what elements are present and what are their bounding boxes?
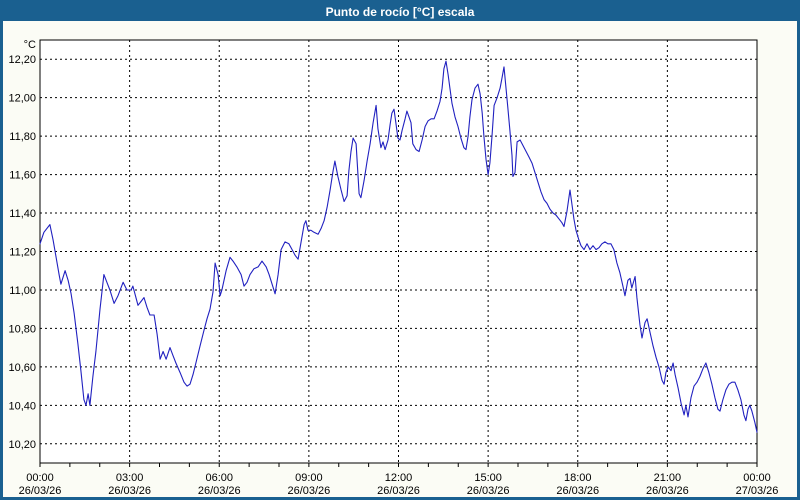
y-tick-label: 10,40 — [8, 400, 36, 412]
x-tick-time-label: 12:00 — [385, 472, 413, 484]
dewpoint-line-chart: °C 12,20 12,00 11,80 11,60 11,40 11,20 11,00 10,… — [8, 39, 779, 497]
x-tick-time-label: 18:00 — [564, 472, 592, 484]
x-tick-time-label: 06:00 — [205, 472, 233, 484]
x-tick-date-label: 27/03/26 — [736, 485, 779, 497]
x-tick-time-label: 00:00 — [26, 472, 54, 484]
y-tick-label: 10,60 — [8, 362, 36, 374]
window-title: Punto de rocío [°C] escala — [325, 5, 475, 19]
x-tick-time-label: 21:00 — [654, 472, 682, 484]
chart-area: °C 12,20 12,00 11,80 11,60 11,40 11,20 11,00 10,… — [3, 21, 797, 497]
y-tick-label: 11,40 — [9, 208, 36, 220]
x-tick-date-label: 26/03/26 — [108, 485, 151, 497]
x-tick-time-label: 09:00 — [295, 472, 323, 484]
x-tick-time-label: 15:00 — [474, 472, 502, 484]
y-tick-label: 11,20 — [9, 247, 36, 259]
x-tick-date-label: 26/03/26 — [287, 485, 330, 497]
y-tick-label: 10,20 — [8, 439, 36, 451]
y-tick-label: 11,80 — [9, 131, 36, 143]
x-tick-date-label: 26/03/26 — [467, 485, 510, 497]
x-tick-date-label: 26/03/26 — [19, 485, 62, 497]
y-tick-label: 10,80 — [8, 323, 36, 335]
x-tick-time-label: 00:00 — [743, 472, 771, 484]
x-tick-time-label: 03:00 — [116, 472, 144, 484]
x-tick-date-label: 26/03/26 — [556, 485, 599, 497]
title-bar[interactable]: Punto de rocío [°C] escala — [3, 3, 797, 21]
y-tick-label: 11,60 — [9, 170, 36, 182]
y-tick-label: 12,20 — [8, 54, 36, 66]
x-tick-date-label: 26/03/26 — [377, 485, 420, 497]
y-axis-unit-label: °C — [24, 39, 36, 51]
y-tick-label: 12,00 — [8, 93, 36, 105]
x-tick-date-label: 26/03/26 — [646, 485, 689, 497]
y-tick-label: 11,00 — [9, 285, 36, 297]
series-line — [39, 60, 758, 433]
x-tick-date-label: 26/03/26 — [198, 485, 241, 497]
